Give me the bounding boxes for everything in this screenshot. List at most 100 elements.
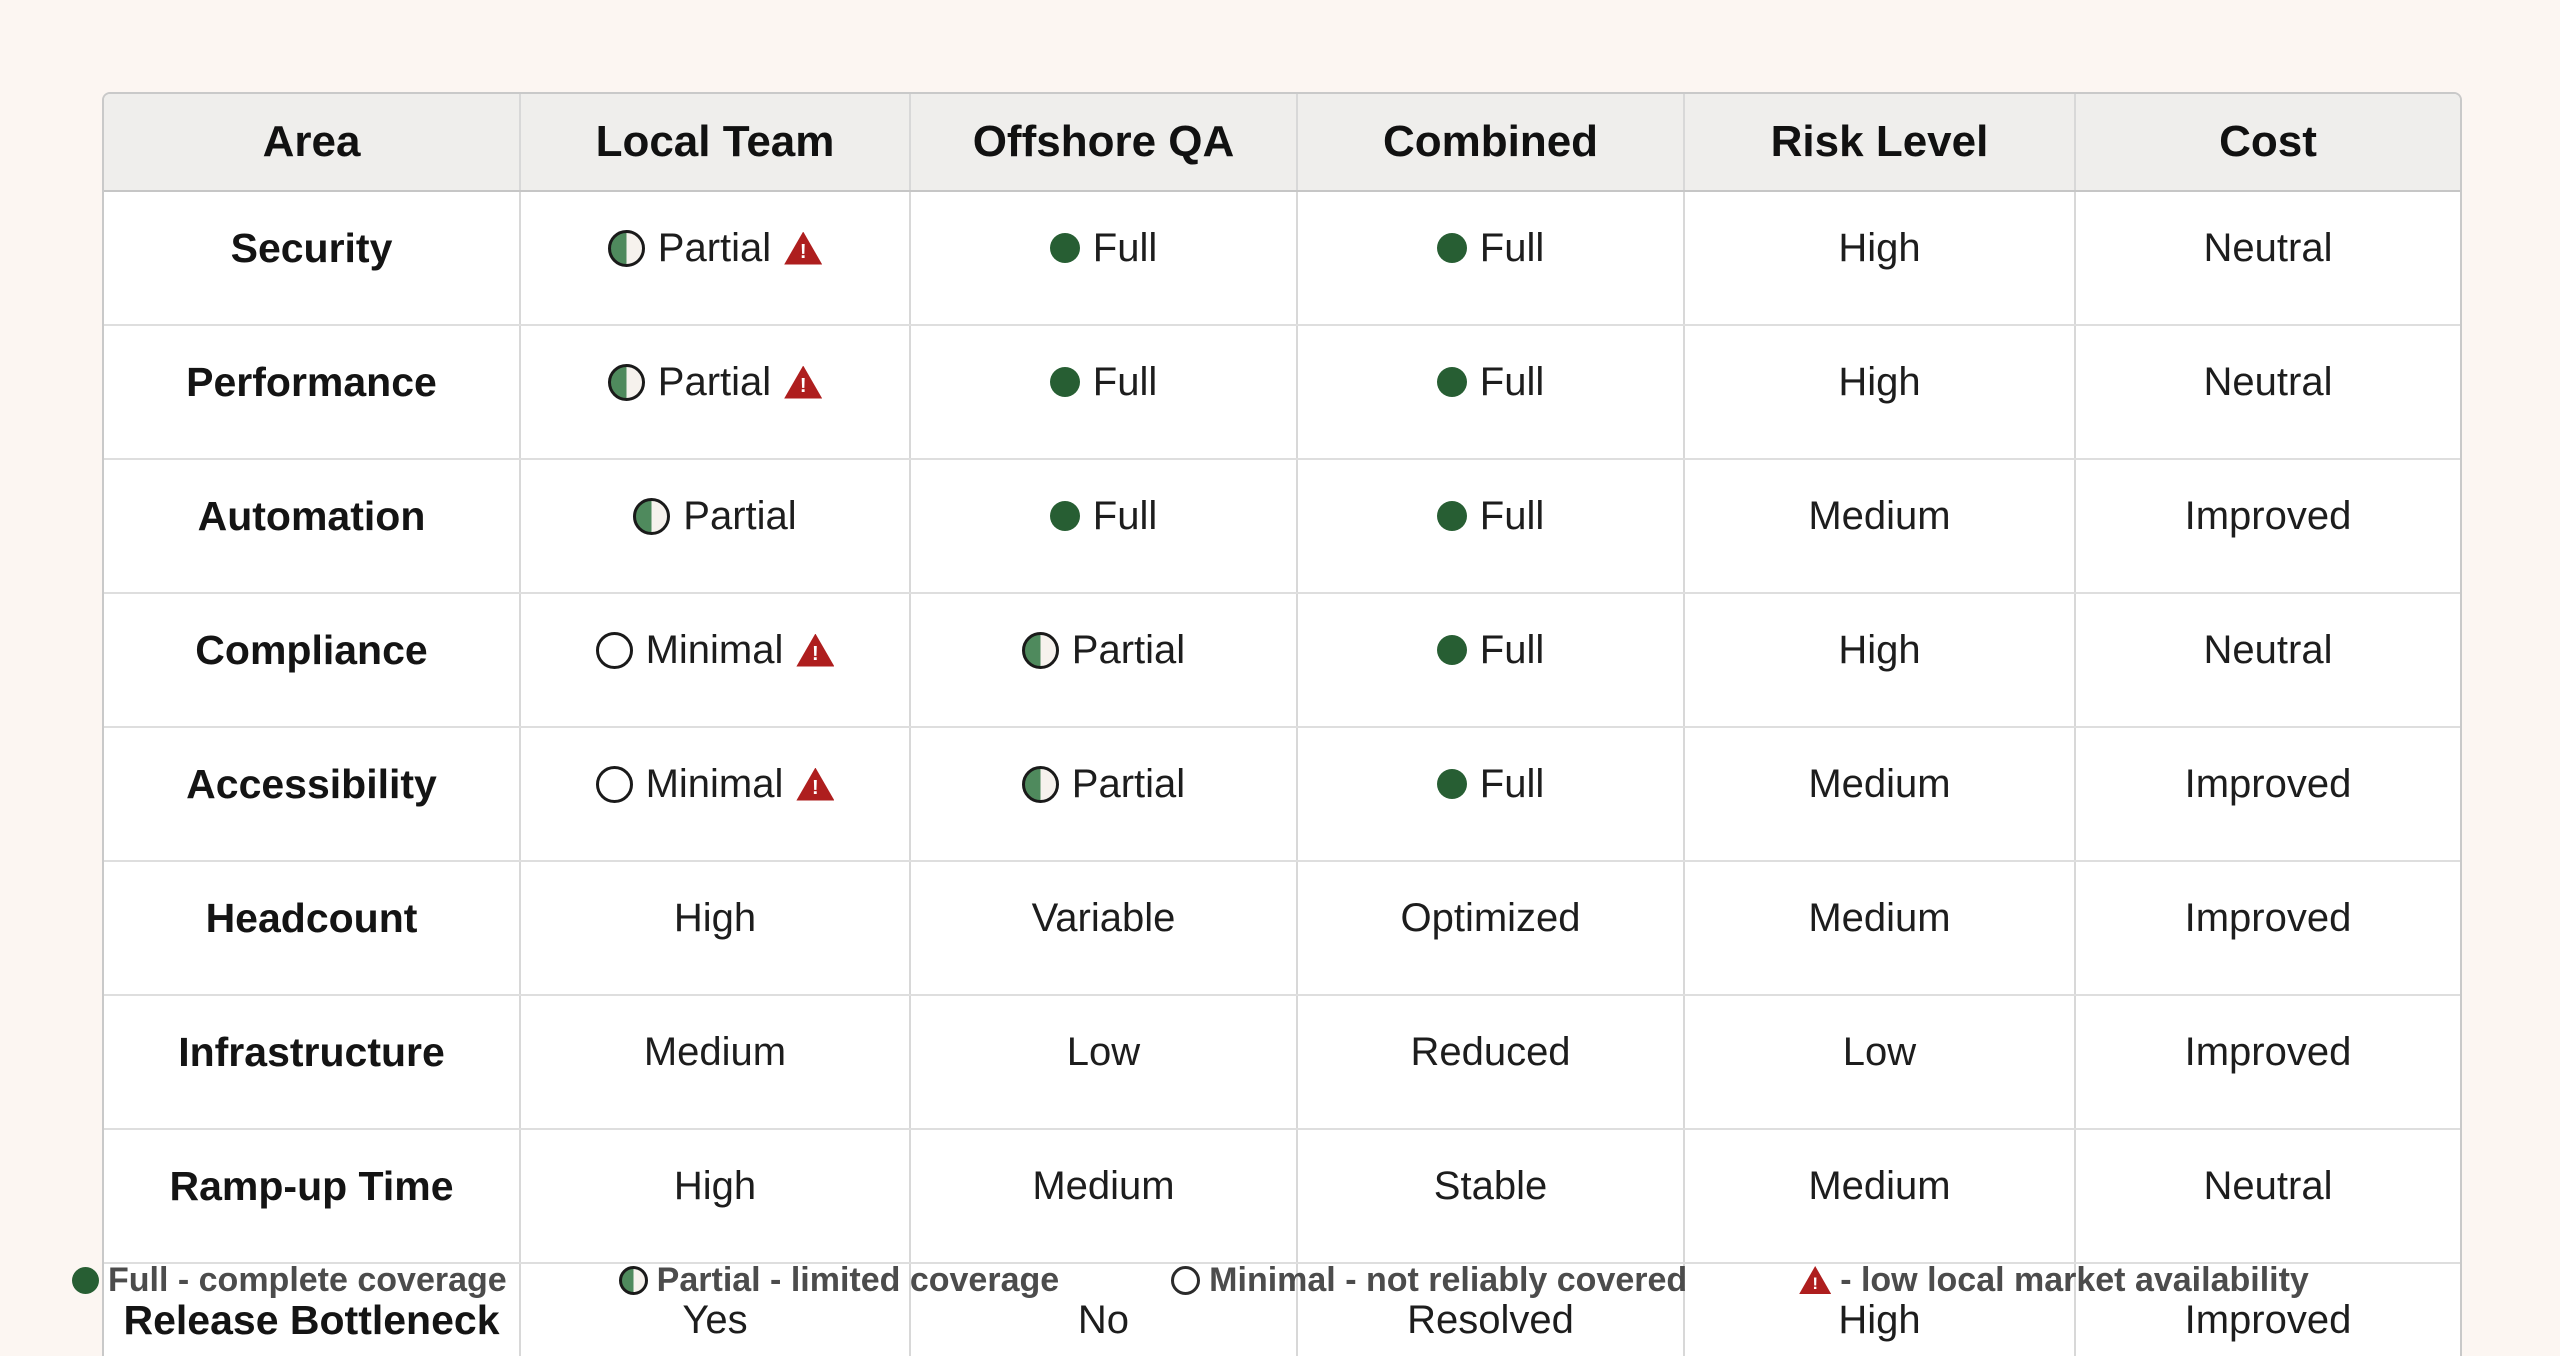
risk-level-cell: High	[1684, 593, 2076, 728]
status-label: Medium	[1032, 1163, 1175, 1208]
status-cell-content: Yes	[529, 1298, 901, 1343]
table-row: Security Partial! Full Full High Neutral	[104, 191, 2460, 326]
full-icon	[1049, 501, 1080, 531]
full-icon	[1436, 233, 1467, 263]
status-label: Full	[1479, 627, 1545, 672]
status-cell-content: No	[919, 1298, 1288, 1343]
cost-cell: Improved	[2075, 995, 2460, 1130]
status-cell-content: Optimized	[1306, 896, 1675, 941]
full-icon	[1436, 769, 1467, 799]
full-icon	[1049, 367, 1080, 397]
status-label: No	[1077, 1297, 1130, 1342]
full-icon	[72, 1266, 99, 1294]
status-label: Low	[1066, 1029, 1141, 1074]
status-label: Reduced	[1410, 1029, 1571, 1074]
legend-label: Partial - limited coverage	[656, 1260, 1060, 1299]
status-cell-content: Partial	[919, 628, 1288, 673]
status-cell: Full	[1297, 191, 1685, 326]
status-cell-content: Partial!	[529, 226, 901, 271]
table-row: Automation Partial Full Full Medium Improved	[104, 459, 2460, 594]
status-label: Partial	[1071, 627, 1186, 672]
column-header-offshore-qa: Offshore QA	[910, 94, 1298, 192]
status-cell-content: Full	[919, 226, 1288, 271]
area-cell: Accessibility	[104, 727, 521, 862]
status-cell: Full	[1297, 459, 1685, 594]
status-cell: Full	[910, 325, 1298, 460]
status-label: Resolved	[1407, 1297, 1574, 1342]
risk-level-cell: Low	[1684, 995, 2076, 1130]
area-cell: Infrastructure	[104, 995, 521, 1130]
risk-level-cell: High	[1684, 1263, 2076, 1356]
cost-cell: Neutral	[2075, 325, 2460, 460]
status-cell-content: Full	[919, 360, 1288, 405]
column-header-area: Area	[104, 94, 521, 192]
status-label: Yes	[682, 1297, 748, 1342]
header-row: Area Local Team Offshore QA Combined Risk Le…	[104, 94, 2460, 192]
status-cell-content: Reduced	[1306, 1030, 1675, 1075]
status-cell: Partial	[520, 459, 911, 594]
status-label: Full	[1092, 493, 1158, 538]
status-cell: Minimal!	[520, 727, 911, 862]
table-row: Headcount High Variable Optimized Medium Impr…	[104, 861, 2460, 996]
table-row: Performance Partial! Full Full High Neutral	[104, 325, 2460, 460]
table-row: Release Bottleneck Yes No Resolved High Impro…	[104, 1263, 2460, 1356]
legend: Full - complete coverage Partial - limite…	[72, 1248, 2309, 1312]
status-label: Full	[1092, 359, 1158, 404]
legend-label: - low local market availability	[1840, 1260, 2309, 1299]
status-label: Partial	[657, 225, 772, 270]
partial-icon	[633, 497, 671, 535]
table-row: Ramp-up Time High Medium Stable Medium Neutra…	[104, 1129, 2460, 1264]
cost-cell: Improved	[2075, 861, 2460, 996]
status-cell-content: Variable	[919, 896, 1288, 941]
cost-cell: Neutral	[2075, 191, 2460, 326]
status-cell: Full	[1297, 593, 1685, 728]
status-cell-content: Partial!	[529, 360, 901, 405]
table-body: Security Partial! Full Full High Neutral Perfo…	[104, 191, 2460, 1356]
status-label: Optimized	[1400, 895, 1581, 940]
column-header-combined: Combined	[1297, 94, 1685, 192]
status-cell: Partial	[910, 727, 1298, 862]
status-cell: Low	[910, 995, 1298, 1130]
status-cell: Yes	[520, 1263, 911, 1356]
status-cell: Optimized	[1297, 861, 1685, 996]
status-label: Partial	[683, 493, 797, 538]
minimal-icon	[595, 765, 633, 803]
status-label: Full	[1092, 225, 1158, 270]
status-cell: Resolved	[1297, 1263, 1685, 1356]
status-label: Full	[1479, 761, 1545, 806]
warning-icon: !	[784, 365, 823, 399]
minimal-icon	[1171, 1265, 1201, 1295]
status-label: Partial	[1071, 761, 1186, 806]
status-label: Minimal	[645, 761, 784, 806]
status-cell-content: Full	[1306, 628, 1675, 673]
full-icon	[1436, 635, 1467, 665]
status-cell: Reduced	[1297, 995, 1685, 1130]
warning-icon: !	[784, 231, 823, 265]
area-cell: Compliance	[104, 593, 521, 728]
full-icon	[1436, 367, 1467, 397]
status-label: Partial	[657, 359, 772, 404]
status-cell-content: Minimal!	[529, 628, 901, 673]
warning-icon: !	[796, 767, 835, 801]
status-label: Medium	[643, 1029, 787, 1074]
status-cell-content: Medium	[919, 1164, 1288, 1209]
status-cell: Full	[1297, 727, 1685, 862]
status-label: High	[673, 1163, 757, 1208]
column-header-local-team: Local Team	[520, 94, 911, 192]
partial-icon	[618, 1265, 648, 1295]
area-cell: Release Bottleneck	[104, 1263, 521, 1356]
legend-item-partial: Partial - limited coverage	[618, 1260, 1060, 1300]
status-cell-content: Full	[1306, 226, 1675, 271]
full-icon	[1049, 233, 1080, 263]
legend-item-warning: ! - low local market availability	[1799, 1261, 2309, 1300]
status-cell: High	[520, 861, 911, 996]
area-cell: Headcount	[104, 861, 521, 996]
status-cell-content: Full	[1306, 494, 1675, 539]
area-cell: Security	[104, 191, 521, 326]
legend-label: Minimal - not reliably covered	[1209, 1260, 1688, 1299]
table-header: Area Local Team Offshore QA Combined Risk Le…	[104, 94, 2460, 192]
status-cell: Variable	[910, 861, 1298, 996]
status-cell-content: Full	[919, 494, 1288, 539]
cost-cell: Improved	[2075, 459, 2460, 594]
status-label: Stable	[1433, 1163, 1548, 1208]
